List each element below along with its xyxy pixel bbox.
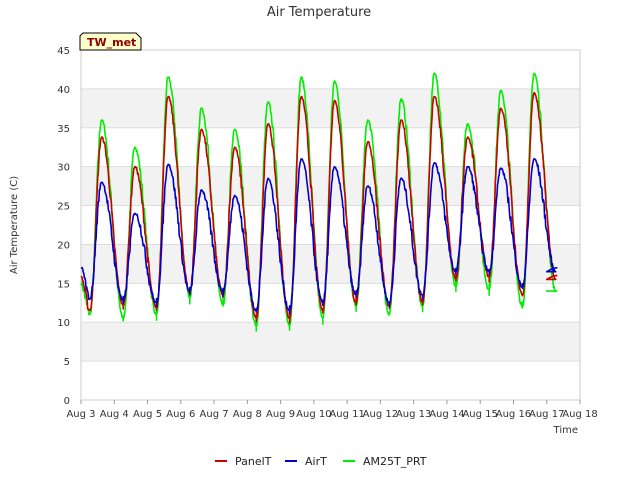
x-tick-label: Aug 11 [329, 409, 364, 420]
x-tick-label: Aug 9 [266, 409, 295, 420]
y-tick-label: 5 [64, 357, 70, 368]
y-tick-label: 20 [57, 240, 70, 251]
x-tick-label: Aug 6 [166, 409, 195, 420]
x-tick-label: Aug 16 [496, 409, 531, 420]
x-tick-label: Aug 5 [133, 409, 162, 420]
y-tick-label: 40 [57, 85, 70, 96]
x-tick-labels: Aug 3 Aug 4 Aug 5 Aug 6 Aug 7 Aug 8 Aug 9 Aug 1… [66, 400, 598, 420]
background-band [81, 244, 580, 284]
x-tick-label: Aug 18 [562, 409, 597, 420]
y-tick-label: 25 [57, 202, 70, 213]
x-tick-label: Aug 12 [363, 409, 398, 420]
y-tick-label: 15 [57, 279, 70, 290]
x-tick-label: Aug 13 [396, 409, 431, 420]
station-tag-label: TW_met [87, 36, 136, 49]
x-tick-label: Aug 4 [100, 409, 129, 420]
chart-title: Air Temperature [267, 5, 371, 20]
legend: PanelT AirT AM25T_PRT [215, 455, 427, 468]
y-tick-label: 30 [57, 163, 70, 174]
x-tick-label: Aug 15 [462, 409, 497, 420]
x-tick-label: Aug 3 [66, 409, 95, 420]
y-tick-label: 45 [57, 46, 70, 57]
x-axis-title: Time [553, 425, 578, 436]
x-tick-label: Aug 8 [233, 409, 262, 420]
plot-area-frame [80, 49, 581, 401]
legend-label-airt: AirT [305, 455, 327, 468]
series-line-airt [80, 157, 558, 315]
series-layer [80, 72, 558, 332]
x-tick-label: Aug 10 [296, 409, 331, 420]
x-tick-label: Aug 7 [200, 409, 229, 420]
station-tag-box [79, 32, 142, 51]
legend-label-am25t_prt: AM25T_PRT [363, 455, 427, 468]
station-tag: TW_met [79, 32, 142, 51]
y-tick-labels: 0 5 10 15 20 25 30 35 40 45 [57, 46, 70, 407]
y-axis-title: Air Temperature (C) [9, 176, 20, 274]
background-band [81, 322, 580, 362]
x-tick-label: Aug 14 [429, 409, 464, 420]
y-tick-label: 35 [57, 124, 70, 135]
legend-label-panelt: PanelT [235, 455, 272, 468]
y-tick-label: 10 [57, 318, 70, 329]
y-tick-label: 0 [64, 396, 70, 407]
x-tick-label: Aug 17 [529, 409, 564, 420]
